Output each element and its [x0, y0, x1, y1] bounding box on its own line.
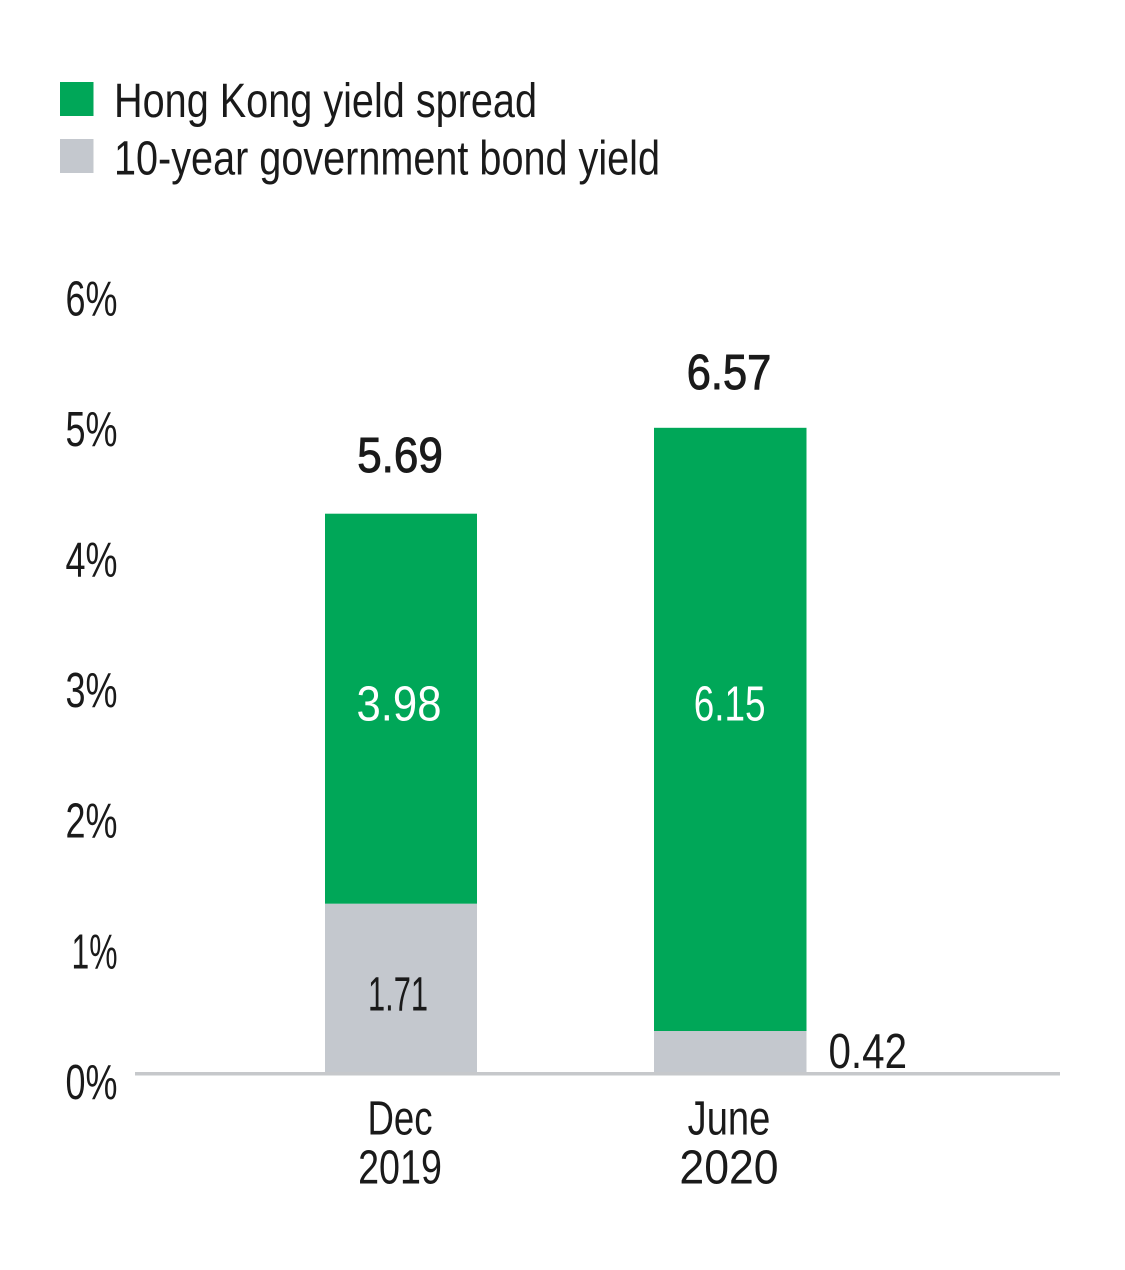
svg-text:2019: 2019 [358, 1142, 442, 1195]
svg-text:Dec: Dec [368, 1093, 433, 1146]
svg-text:0.42: 0.42 [829, 1024, 908, 1079]
svg-text:3%: 3% [66, 663, 118, 718]
svg-text:6%: 6% [66, 271, 118, 326]
svg-text:Hong Kong yield spread: Hong Kong yield spread [114, 75, 537, 128]
svg-text:6.57: 6.57 [687, 345, 771, 400]
svg-text:4%: 4% [66, 533, 118, 588]
svg-text:5%: 5% [66, 402, 118, 457]
svg-text:10-year government bond yield: 10-year government bond yield [114, 132, 660, 185]
svg-text:1%: 1% [72, 924, 118, 979]
svg-text:1.71: 1.71 [368, 968, 428, 1021]
svg-text:2020: 2020 [679, 1142, 778, 1195]
svg-text:June: June [688, 1093, 771, 1146]
svg-text:2%: 2% [66, 794, 118, 849]
svg-text:5.69: 5.69 [357, 428, 443, 483]
svg-text:6.15: 6.15 [694, 677, 766, 732]
svg-text:0%: 0% [66, 1055, 118, 1110]
svg-text:3.98: 3.98 [357, 677, 442, 732]
